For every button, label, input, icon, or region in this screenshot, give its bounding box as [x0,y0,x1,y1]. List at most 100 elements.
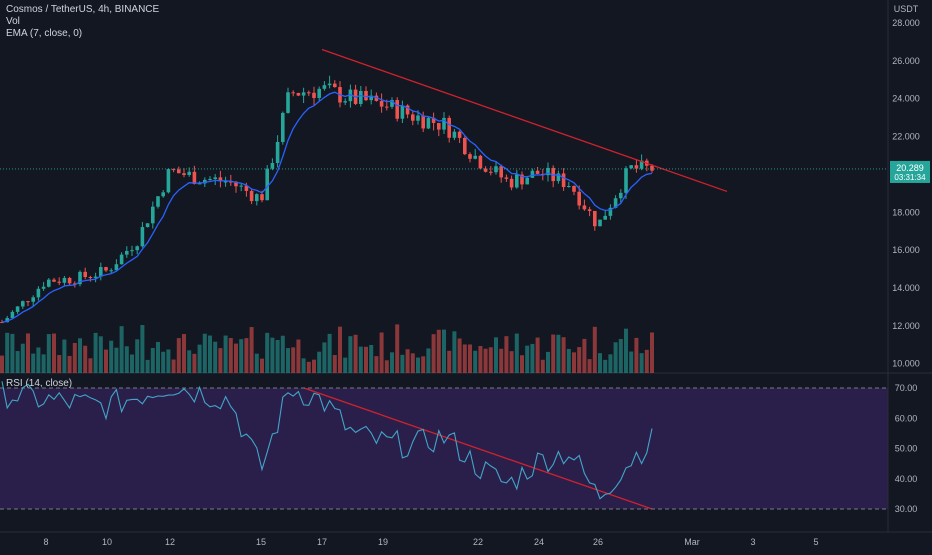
candle-body [639,160,644,169]
volume-bar [197,344,202,373]
volume-bar [358,346,363,373]
candle-body [57,281,61,283]
volume-bar [348,336,353,373]
candle-body [239,185,243,187]
candle-body [499,166,503,178]
candle-body [593,210,597,227]
candle-body [343,101,347,103]
price-tick-label: 28.000 [892,18,920,28]
volume-bar [587,359,592,373]
volume-legend[interactable]: Vol [6,16,20,27]
volume-bar [551,334,556,373]
price-tick-label: 10.000 [892,359,920,369]
candle-body [286,92,290,113]
candle-body [197,183,202,185]
time-tick-label: 24 [534,537,544,547]
volume-bar [488,347,493,373]
candle-body [463,137,467,155]
candle-body [546,167,550,176]
time-axis[interactable]: 8 10 12 15 17 19 22 24 26 Mar 3 5 [43,537,818,547]
volume-bar [78,338,82,373]
rsi-axis[interactable]: 70.00 60.00 50.00 40.00 30.00 [895,383,918,514]
ema-line [1,91,653,323]
price-tick-label: 12.000 [892,321,920,331]
volume-bar [140,325,145,373]
candle-body [520,174,524,185]
volume-bar [561,337,566,373]
candle-body [364,90,368,101]
candle-body [561,173,566,188]
time-tick-label: Mar [684,537,700,547]
volume-bar [546,351,550,373]
volume-bar [130,354,134,373]
candle-body [10,311,15,319]
candle-body [359,90,363,104]
candle-body [603,215,607,220]
volume-bar [421,356,426,373]
price-tick-label: 26.000 [892,56,920,66]
volume-bar [88,358,93,373]
volume-bar [176,338,181,373]
candle-body [431,117,436,123]
candle-body [260,194,264,201]
volume-bar [644,349,649,373]
volume-bar [244,338,249,373]
candle-body [317,88,321,98]
volume-bar [462,344,467,373]
candle-body [457,131,462,138]
volume-bar [270,337,275,373]
candle-body [613,198,618,208]
time-tick-label: 10 [102,537,112,547]
volume-bar [384,360,389,373]
volume-bar [410,353,415,373]
volume-bar [280,335,285,373]
ema-legend[interactable]: EMA (7, close, 0) [6,28,83,39]
volume-bar [67,355,72,373]
candle-body [140,227,145,247]
candle-body [291,92,295,94]
candle-body [296,92,301,96]
volume-bar [431,334,436,373]
volume-bar [20,343,25,373]
volume-bar [405,349,410,373]
volume-bar [317,351,322,373]
candle-body [634,165,639,169]
volume-bar [31,353,36,373]
candle-body [535,170,540,174]
volume-bar [265,332,270,373]
volume-bar [416,357,420,373]
volume-bar [390,352,394,373]
symbol-legend[interactable]: Cosmos / TetherUS, 4h, BINANCE [6,4,160,15]
volume-bar [650,332,654,373]
candle-body [385,106,389,108]
volume-bar [62,339,67,373]
volume-bar [260,358,264,373]
candle-body [145,223,150,228]
volume-bar [286,348,290,373]
candle-body [218,177,223,182]
volume-bar [182,334,186,373]
candle-body [249,190,254,202]
volume-bar [530,343,535,373]
candle-body [78,271,82,285]
candle-body [67,277,72,284]
candle-body [41,286,46,289]
candle-body [530,170,535,178]
volume-bar [239,339,244,373]
candle-body [223,181,228,183]
volume-bar [301,358,306,373]
volume-bar [566,348,571,373]
candle-body [166,169,171,193]
candle-body [442,117,446,130]
volume-bar [228,337,233,373]
rsi-legend[interactable]: RSI (14, close) [6,378,73,389]
volume-bar [275,339,280,373]
candle-body [36,288,41,298]
trendlines [303,48,728,510]
time-tick-label: 5 [813,537,818,547]
rsi-descending-trendline [303,387,653,510]
volume-bar [332,355,337,373]
price-resistance-trendline [321,48,728,193]
